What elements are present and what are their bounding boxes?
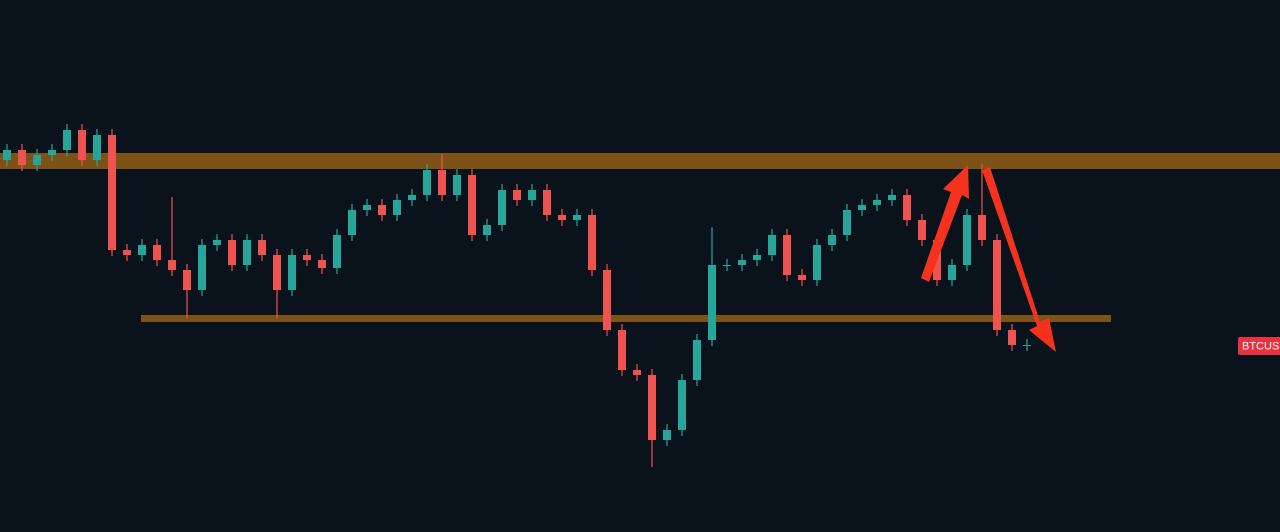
candle-body (228, 240, 236, 265)
candle-body (828, 235, 836, 245)
candle-body (963, 215, 971, 265)
candle-body (438, 170, 446, 195)
candle-body (918, 220, 926, 240)
candle-body (378, 205, 386, 215)
candle-body (468, 175, 476, 235)
candle-body (663, 430, 671, 440)
candle-body (978, 215, 986, 240)
candle-body (618, 330, 626, 370)
price-label-bg (1238, 337, 1280, 355)
candle-body (483, 225, 491, 235)
candle-body (3, 150, 11, 160)
candle-body (573, 215, 581, 220)
candle-body (768, 235, 776, 255)
candle-body (498, 190, 506, 225)
candle-body (948, 265, 956, 280)
candle-body (318, 260, 326, 268)
candle-body (993, 240, 1001, 330)
candle-body (48, 150, 56, 155)
candle-body (738, 260, 746, 265)
zone (141, 315, 1111, 322)
candle-body (633, 370, 641, 375)
candle-body (648, 375, 656, 440)
candle-body (693, 340, 701, 380)
candle-body (423, 170, 431, 195)
candle-body (393, 200, 401, 215)
candles (3, 124, 1031, 467)
candle-body (1023, 345, 1031, 346)
candle-body (108, 135, 116, 250)
candle-body (528, 190, 536, 200)
candle-body (1008, 330, 1016, 345)
candle-body (123, 250, 131, 255)
candle-body (33, 155, 41, 165)
up-arrow (921, 165, 969, 282)
zone (0, 153, 1280, 169)
zones (0, 153, 1280, 322)
candle-body (798, 275, 806, 280)
candle-body (363, 205, 371, 210)
candle-body (153, 245, 161, 260)
candle-body (888, 195, 896, 200)
down-arrow (982, 167, 1056, 352)
candle-body (513, 190, 521, 200)
candle-body (543, 190, 551, 215)
candle-body (333, 235, 341, 268)
candle-body (783, 235, 791, 275)
candle-body (288, 255, 296, 290)
candle-body (78, 130, 86, 160)
candle-body (723, 265, 731, 266)
candle-body (258, 240, 266, 255)
candle-body (858, 205, 866, 210)
candle-body (813, 245, 821, 280)
candle-body (708, 265, 716, 340)
candle-body (753, 255, 761, 260)
candle-body (93, 135, 101, 160)
candle-body (243, 240, 251, 265)
candle-body (903, 195, 911, 220)
candle-body (63, 130, 71, 150)
candle-body (183, 270, 191, 290)
candle-body (18, 150, 26, 165)
candle-body (603, 270, 611, 330)
candle-body (453, 175, 461, 195)
candle-body (873, 200, 881, 205)
candle-body (348, 210, 356, 235)
candle-body (198, 245, 206, 290)
candle-body (303, 255, 311, 260)
price-label: BTCUS (1242, 340, 1279, 352)
arrows (921, 165, 1056, 352)
candle-body (558, 215, 566, 220)
candle-body (588, 215, 596, 270)
candle-body (138, 245, 146, 255)
candle-body (273, 255, 281, 290)
candle-body (678, 380, 686, 430)
candle-body (408, 195, 416, 200)
candle-body (168, 260, 176, 270)
candle-body (843, 210, 851, 235)
candle-body (213, 240, 221, 245)
